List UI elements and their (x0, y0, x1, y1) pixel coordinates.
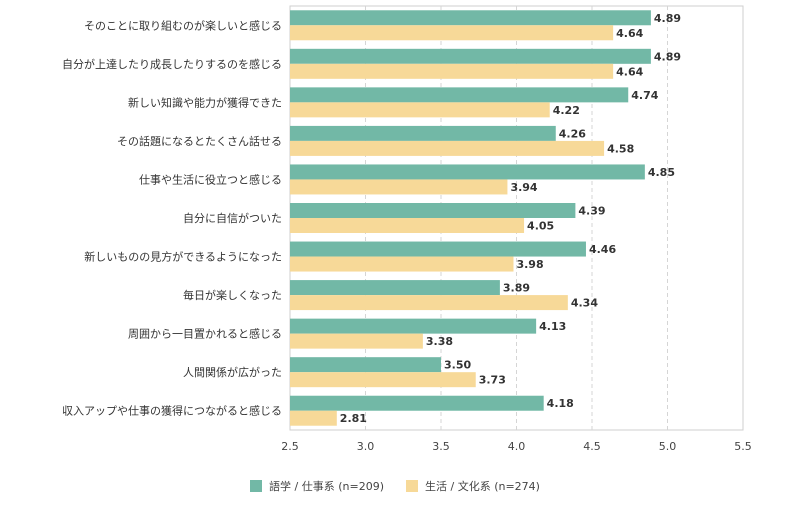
legend-item-language-work: 語学 / 仕事系 (n=209) (250, 478, 384, 494)
data-label: 4.64 (616, 65, 643, 78)
bar-life-culture (290, 140, 605, 156)
x-tick-label: 3.0 (357, 440, 375, 453)
category-label: 自分が上達したり成長したりするのを感じる (62, 57, 282, 71)
data-label: 3.73 (479, 374, 506, 387)
category-label: その話題になるとたくさん話せる (117, 134, 282, 148)
category-label: 新しいものの見方ができるようになった (84, 250, 282, 264)
category-label: 人間関係が広がった (183, 365, 282, 379)
category-label: そのことに取り組むのが楽しいと感じる (84, 18, 282, 32)
bar-language-work (290, 395, 544, 411)
bar-life-culture (290, 25, 614, 41)
bar-language-work (290, 318, 537, 334)
bar-language-work (290, 280, 500, 296)
legend-swatch-life-culture (406, 480, 418, 492)
category-label: 仕事や生活に役立つと感じる (139, 172, 282, 186)
bar-language-work (290, 125, 556, 141)
data-label: 4.05 (527, 220, 554, 233)
data-label: 4.39 (578, 205, 605, 218)
x-tick-label: 5.0 (659, 440, 677, 453)
bar-life-culture (290, 218, 525, 233)
data-label: 2.81 (340, 412, 367, 425)
data-label: 4.22 (553, 104, 580, 117)
data-label: 4.89 (654, 12, 681, 25)
data-label: 3.38 (426, 335, 453, 348)
bar-language-work (290, 357, 441, 373)
bar-life-culture (290, 372, 476, 388)
bar-language-work (290, 48, 651, 64)
category-label: 自分に自信がついた (183, 211, 282, 225)
bar-language-work (290, 10, 651, 26)
bar-language-work (290, 87, 629, 103)
bar-life-culture (290, 102, 550, 118)
legend: 語学 / 仕事系 (n=209) 生活 / 文化系 (n=274) (0, 476, 790, 496)
data-label: 4.85 (648, 166, 675, 179)
data-label: 3.89 (503, 282, 530, 295)
x-tick-label: 4.0 (508, 440, 526, 453)
bar-language-work (290, 203, 576, 218)
data-label: 4.34 (571, 297, 598, 310)
bar-life-culture (290, 179, 508, 195)
legend-label-life-culture: 生活 / 文化系 (n=274) (425, 480, 540, 493)
x-tick-label: 2.5 (281, 440, 299, 453)
data-label: 3.50 (444, 359, 471, 372)
bar-life-culture (290, 256, 514, 272)
category-label: 新しい知識や能力が獲得できた (128, 95, 282, 109)
x-tick-label: 3.5 (432, 440, 450, 453)
category-label: 毎日が楽しくなった (183, 288, 282, 302)
legend-swatch-language-work (250, 480, 263, 492)
category-label: 周囲から一目置かれると感じる (128, 328, 282, 341)
data-label: 4.58 (607, 142, 634, 155)
bar-language-work (290, 241, 586, 257)
legend-item-life-culture: 生活 / 文化系 (n=274) (406, 478, 540, 494)
data-label: 4.18 (547, 397, 574, 410)
legend-label-language-work: 語学 / 仕事系 (n=209) (269, 480, 384, 493)
data-label: 4.74 (631, 89, 658, 102)
data-label: 4.13 (539, 320, 566, 333)
data-label: 4.46 (589, 243, 616, 256)
bar-life-culture (290, 295, 568, 311)
bar-life-culture (290, 333, 423, 349)
data-label: 3.94 (510, 181, 537, 194)
data-label: 4.64 (616, 27, 643, 40)
category-label: 収入アップや仕事の獲得につながると感じる (62, 404, 282, 418)
bar-language-work (290, 164, 645, 180)
data-label: 4.89 (654, 50, 681, 63)
data-label: 3.98 (516, 258, 543, 271)
bar-life-culture (290, 63, 614, 79)
x-tick-label: 5.5 (734, 440, 752, 453)
data-label: 4.26 (559, 127, 586, 140)
x-tick-label: 4.5 (583, 440, 601, 453)
bar-life-culture (290, 410, 337, 426)
